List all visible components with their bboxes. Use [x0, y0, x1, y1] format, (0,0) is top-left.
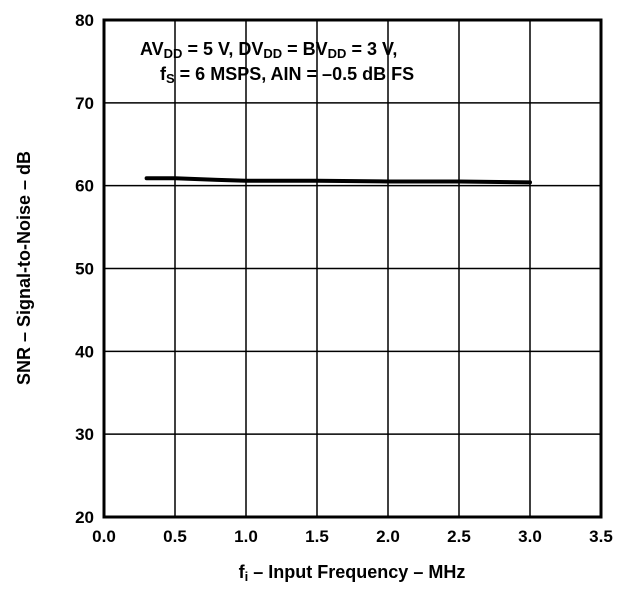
y-tick-labels: 20 30 40 50 60 70 80	[75, 11, 94, 527]
x-tick-label: 0.5	[163, 527, 187, 546]
plot-frame	[102, 18, 603, 519]
grid-lines	[103, 19, 602, 518]
x-tick-label: 0.0	[92, 527, 116, 546]
x-tick-label: 2.5	[447, 527, 471, 546]
series-group	[144, 176, 532, 185]
x-tick-label: 2.0	[376, 527, 400, 546]
y-tick-label: 80	[75, 11, 94, 30]
y-tick-label: 30	[75, 425, 94, 444]
annotation-line-2: fS = 6 MSPS, AIN = –0.5 dB FS	[160, 64, 414, 86]
x-tick-label: 1.5	[305, 527, 329, 546]
x-tick-label: 1.0	[234, 527, 258, 546]
x-axis-label: fi – Input Frequency – MHz	[239, 562, 466, 584]
snr-series-line	[144, 176, 532, 185]
y-tick-label: 70	[75, 94, 94, 113]
y-tick-label: 50	[75, 260, 94, 279]
y-tick-label: 40	[75, 342, 94, 361]
y-tick-label: 20	[75, 508, 94, 527]
x-tick-label: 3.0	[518, 527, 542, 546]
x-tick-labels: 0.0 0.5 1.0 1.5 2.0 2.5 3.0 3.5	[92, 527, 613, 546]
x-tick-label: 3.5	[589, 527, 613, 546]
y-tick-label: 60	[75, 177, 94, 196]
y-axis-label: SNR – Signal-to-Noise – dB	[14, 151, 34, 385]
annotation-line-1: AVDD = 5 V, DVDD = BVDD = 3 V,	[140, 39, 397, 61]
